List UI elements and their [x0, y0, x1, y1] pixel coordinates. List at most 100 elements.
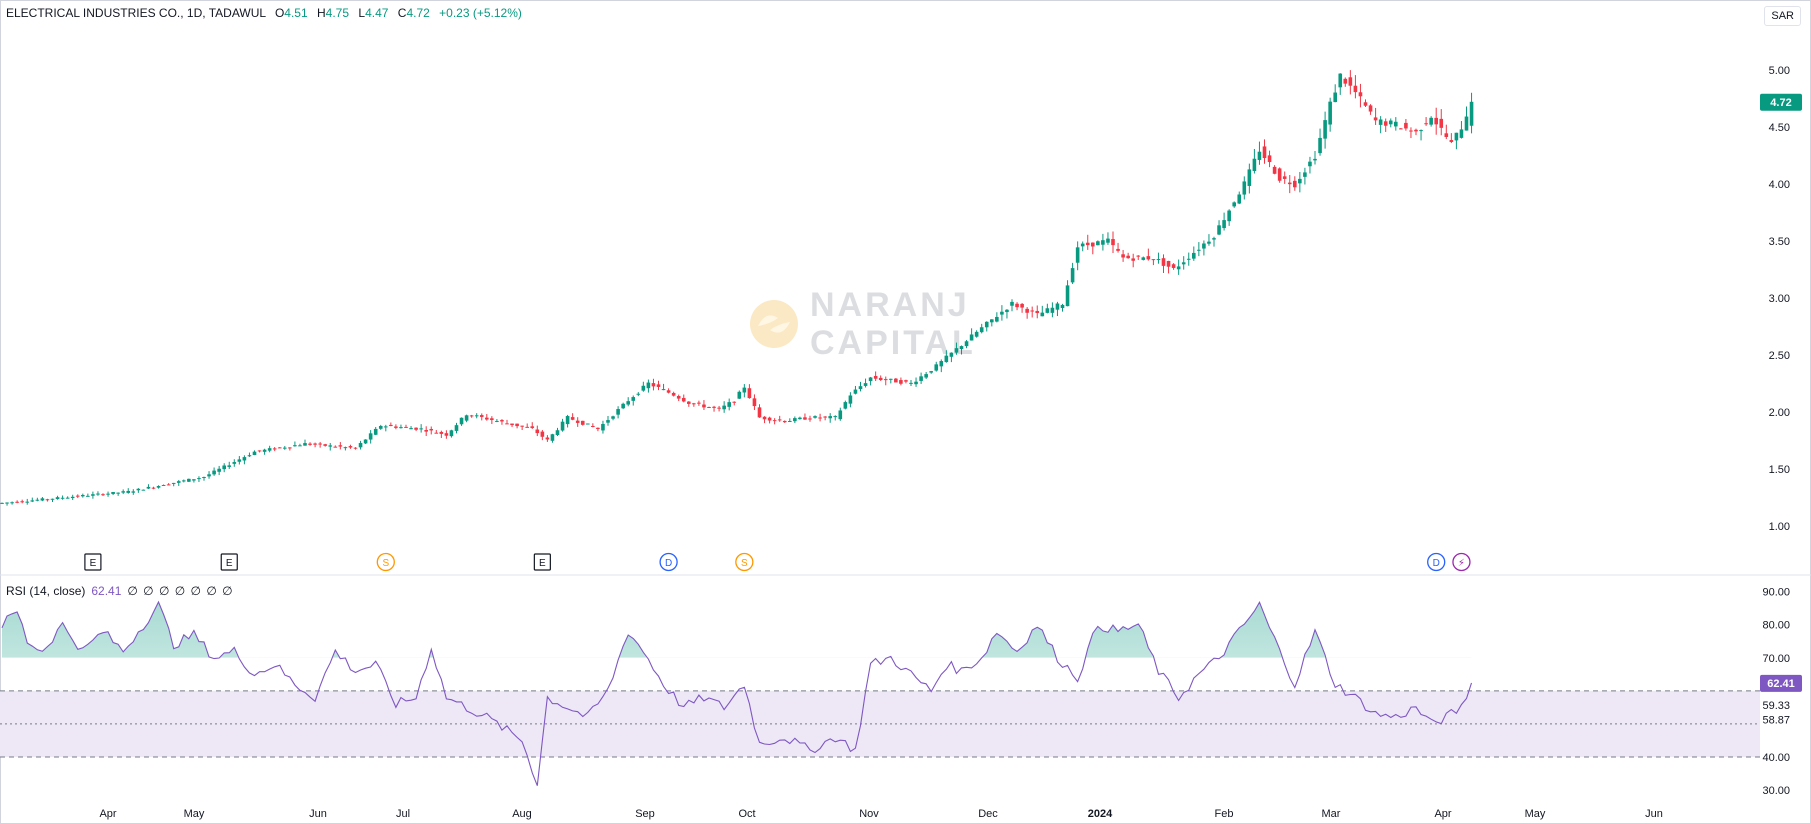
candle — [601, 420, 605, 434]
candle — [171, 482, 176, 487]
change-value: +0.23 (+5.12%) — [439, 6, 522, 20]
candle — [1010, 299, 1014, 312]
candle — [1085, 234, 1090, 250]
candle — [176, 480, 181, 486]
candle — [1373, 107, 1378, 125]
candle — [1106, 232, 1110, 245]
candle — [404, 424, 408, 428]
candle — [919, 372, 923, 384]
high-label: H — [317, 6, 326, 20]
event-marker-icon[interactable]: S — [376, 552, 395, 572]
candle — [1323, 111, 1327, 149]
candle — [308, 442, 312, 446]
candle — [485, 414, 489, 421]
rsi-band — [0, 690, 1760, 758]
event-marker-icon[interactable]: ⚡ — [1452, 552, 1471, 572]
candle — [1176, 259, 1181, 275]
close-value: 4.72 — [406, 6, 430, 20]
rsi-tick-label: 40.00 — [1762, 752, 1790, 764]
candle — [217, 465, 221, 476]
candle — [757, 404, 762, 418]
candle — [949, 352, 954, 363]
event-marker-icon[interactable]: S — [735, 552, 754, 572]
candle — [0, 502, 4, 504]
candle — [353, 447, 358, 450]
candle — [924, 372, 928, 379]
price-badges: 4.72 62.41 59.33 58.87 — [1760, 93, 1802, 726]
candle — [86, 493, 90, 497]
candle — [560, 418, 565, 432]
candle — [535, 425, 540, 437]
rsi-tick-label: 80.00 — [1762, 620, 1790, 632]
candle — [1156, 252, 1161, 264]
candle — [288, 447, 292, 451]
time-tick-label: Apr — [99, 808, 116, 820]
candle — [944, 350, 949, 363]
candle — [70, 494, 75, 500]
time-tick-label: Apr — [1434, 808, 1451, 820]
candle — [1136, 255, 1141, 260]
candle — [151, 486, 156, 490]
candle — [540, 429, 545, 441]
candle — [990, 319, 994, 327]
event-marker-icon[interactable]: E — [533, 553, 551, 571]
event-marker-icon[interactable]: E — [220, 553, 238, 571]
candle — [631, 395, 636, 406]
candle — [1232, 201, 1236, 208]
candle — [1030, 306, 1034, 318]
candle — [131, 489, 136, 495]
candle — [111, 491, 115, 496]
candle — [1101, 233, 1105, 251]
rsi-axis: 30.00 40.00 70.00 80.00 90.00 — [1762, 587, 1790, 797]
candle — [969, 328, 974, 341]
price-tick-label: 1.50 — [1769, 464, 1790, 476]
candle — [338, 442, 343, 450]
candle — [1424, 117, 1428, 126]
candle — [192, 479, 196, 483]
symbol-header: ELECTRICAL INDUSTRIES CO., 1D, TADAWUL O… — [6, 6, 522, 20]
candle — [141, 489, 146, 491]
candle — [586, 423, 590, 425]
candle — [40, 497, 45, 502]
svg-text:4.72: 4.72 — [1770, 97, 1791, 109]
candle — [1237, 191, 1242, 205]
watermark-logo: NARANJ CAPITAL — [748, 286, 976, 362]
candle — [828, 413, 832, 423]
candle — [45, 498, 50, 502]
event-marker-icon[interactable]: D — [659, 552, 678, 572]
candle — [596, 427, 600, 432]
candle — [434, 430, 439, 434]
candle — [1116, 242, 1120, 253]
candle — [373, 426, 378, 436]
price-tick-label: 5.00 — [1769, 65, 1790, 77]
candle — [676, 394, 681, 402]
candle — [702, 400, 706, 410]
rsi-tick-label: 90.00 — [1762, 587, 1790, 599]
candle — [449, 429, 454, 438]
event-marker-icon[interactable]: D — [1427, 552, 1446, 572]
candle — [30, 497, 35, 503]
candle — [1202, 240, 1206, 256]
candle — [1020, 302, 1024, 313]
candle — [606, 415, 610, 426]
svg-text:⚡: ⚡ — [1458, 558, 1465, 569]
candle — [1409, 127, 1413, 139]
candle — [1348, 70, 1353, 95]
currency-button[interactable]: SAR — [1764, 6, 1801, 26]
candle — [252, 450, 257, 456]
candle — [35, 497, 40, 502]
low-label: L — [358, 6, 366, 20]
candle — [818, 413, 822, 422]
rsi-tick-label: 30.00 — [1762, 785, 1790, 797]
candle — [1287, 175, 1292, 194]
candle — [389, 422, 393, 427]
candle — [1050, 302, 1055, 318]
candle — [106, 491, 110, 497]
event-marker-icon[interactable]: E — [84, 553, 102, 571]
candle — [161, 484, 166, 487]
candle — [91, 491, 95, 499]
candle — [1394, 117, 1398, 131]
candle — [429, 426, 434, 435]
candle — [419, 424, 423, 433]
